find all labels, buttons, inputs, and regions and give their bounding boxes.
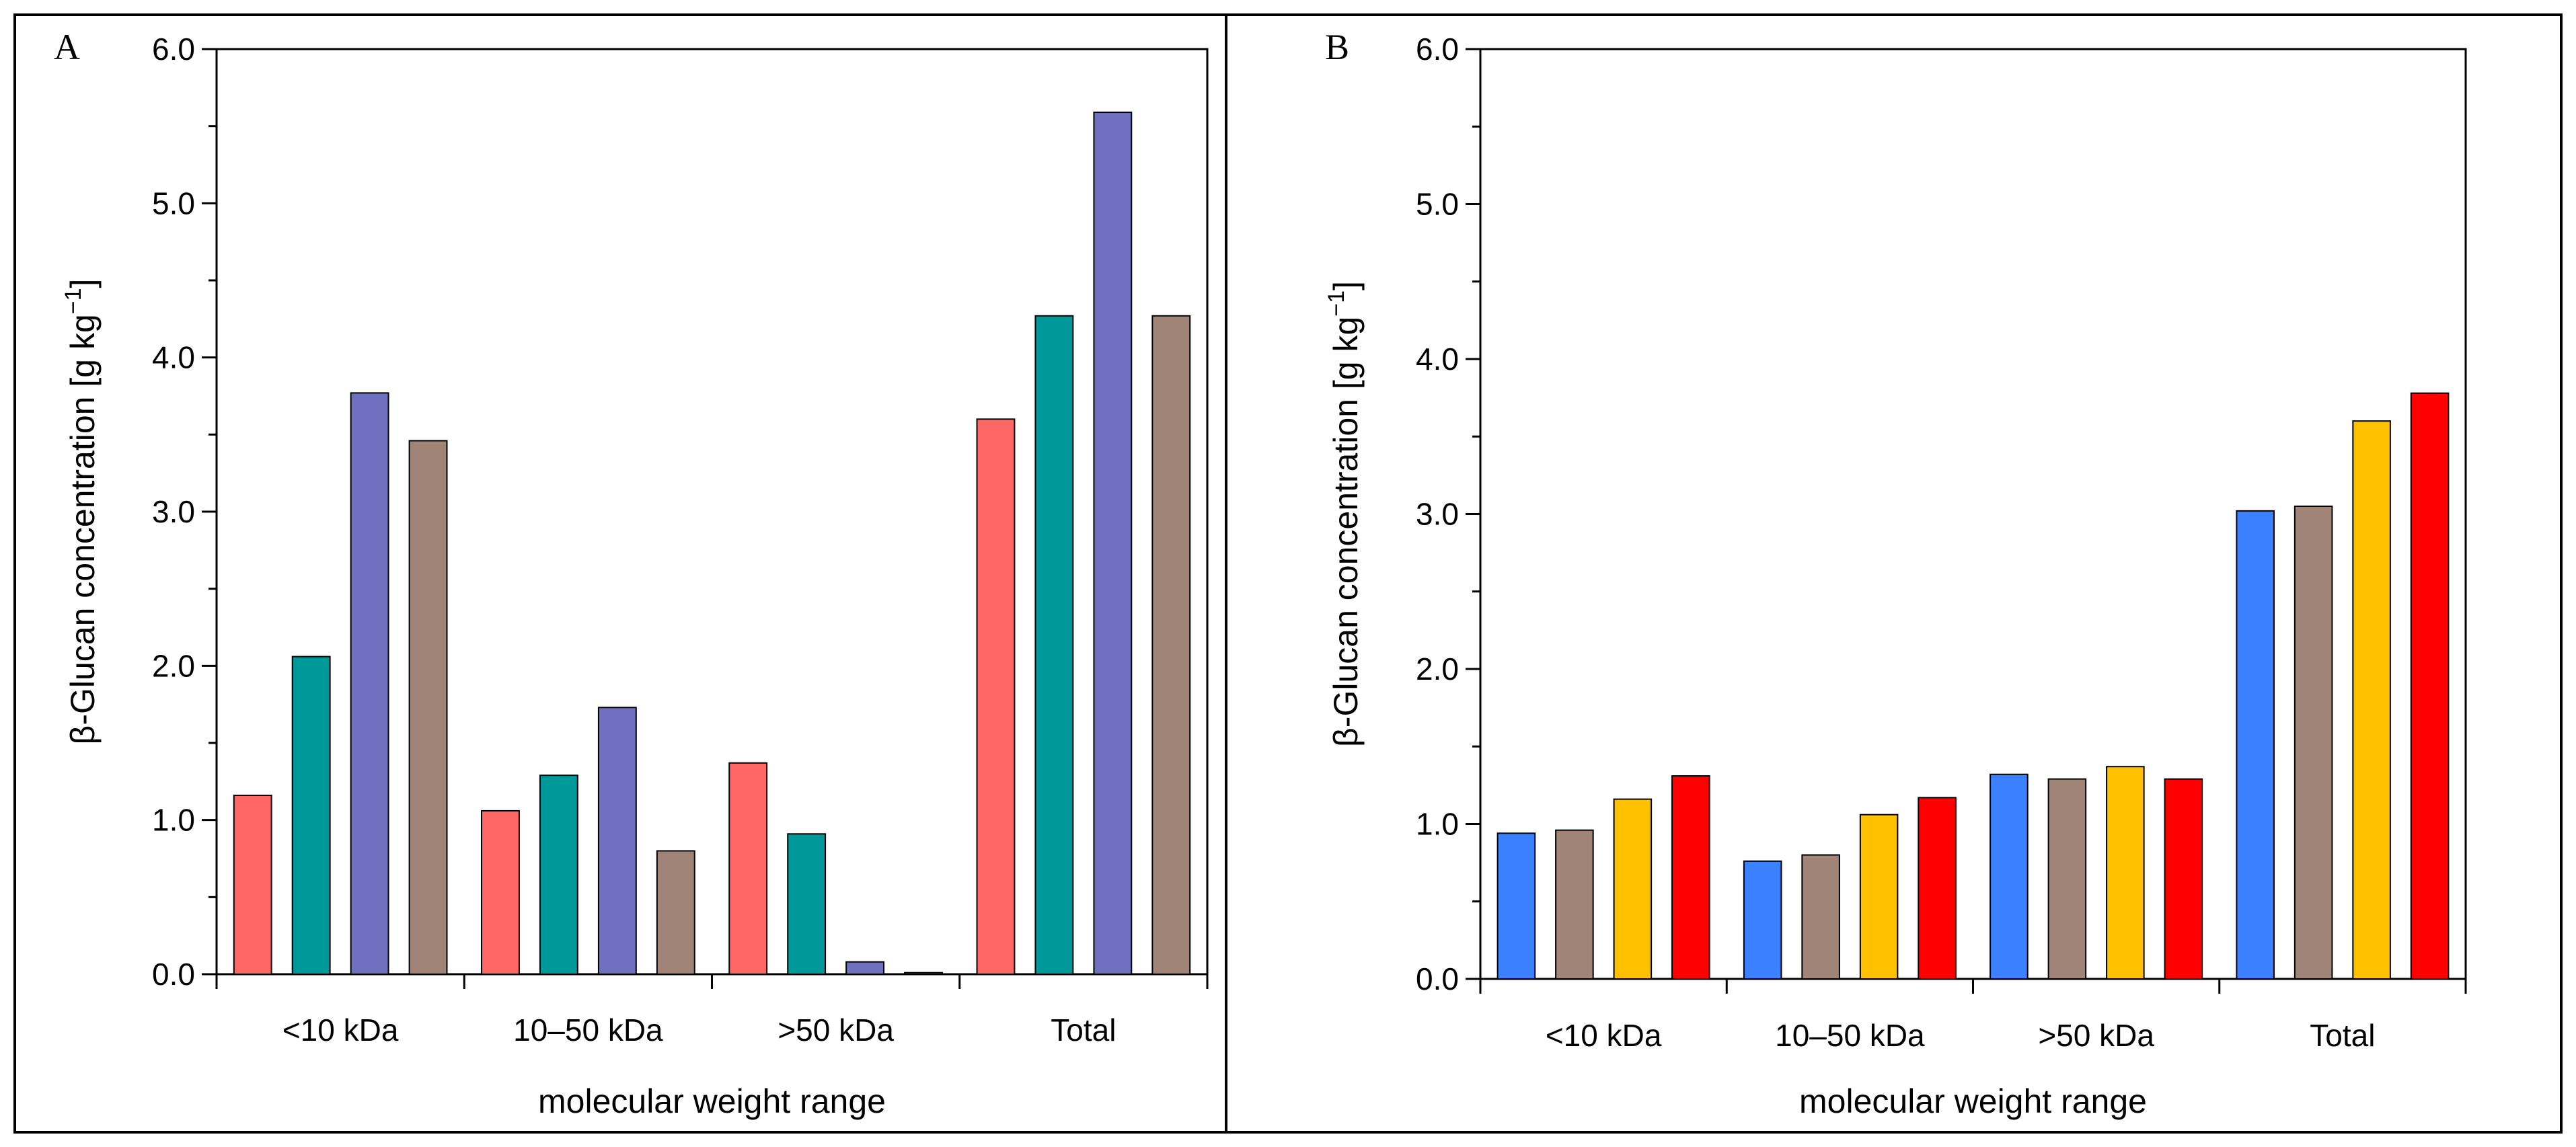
x-tick-label: >50 kDa [2038,1018,2154,1053]
panel-a: A 0.0 1.0 2.0 3.0 4.0 5.0 6.0 <10 kDa 10–50 kDa >5… [54,27,1209,1120]
bar [1555,829,1594,980]
bar [291,656,331,975]
y-axis-title: β-Glucan concentration [g kg−1] [1324,281,1365,747]
y-tick-label: 2.0 [1416,651,1459,686]
bar [2047,778,2087,980]
bar [2236,510,2275,980]
y-tick-label: 6.0 [152,32,195,67]
bar [1497,832,1536,980]
y-tick-label: 2.0 [152,648,195,683]
y-tick-label: 4.0 [152,340,195,375]
bar [787,833,827,975]
x-axis-title: molecular weight range [1799,1082,2147,1120]
x-tick-label: <10 kDa [282,1013,399,1047]
y-tick-label: 6.0 [1416,32,1459,67]
y-tick-label: 0.0 [1416,961,1459,996]
bar [2410,392,2450,980]
x-axis-title: molecular weight range [538,1082,886,1120]
y-tick-label: 5.0 [1416,187,1459,222]
bar [904,972,943,975]
bar [539,775,578,976]
x-tick-label: 10–50 kDa [1775,1018,1925,1053]
bar [845,961,885,975]
bar [2294,505,2333,980]
panel-letter: A [54,27,80,67]
bar [1671,775,1710,980]
bar [2352,420,2391,980]
x-tick-label: Total [2310,1018,2375,1053]
bar [481,809,520,975]
bar [976,418,1016,975]
y-tick-label: 4.0 [1416,342,1459,377]
y-axis-title: β-Glucan concentration [g kg−1] [61,279,102,745]
bar [597,707,637,975]
bar [1918,797,1957,980]
bar [728,762,768,976]
bar [1151,315,1191,976]
bar [1990,773,2029,980]
y-tick-label: 0.0 [152,957,195,992]
panel-letter: B [1325,27,1349,67]
bar [1801,854,1840,980]
bar [350,392,389,975]
x-tick-label: 10–50 kDa [513,1013,663,1047]
bar [1613,798,1653,980]
bar [1859,814,1899,980]
x-tick-label: >50 kDa [778,1013,894,1047]
bar [2164,778,2203,980]
y-tick-label: 1.0 [152,803,195,838]
bar [2106,766,2145,980]
bar [1034,315,1074,976]
bar [233,794,272,976]
x-tick-label: Total [1051,1013,1116,1047]
bar [1093,112,1133,976]
bar [408,440,448,975]
y-tick-label: 1.0 [1416,807,1459,842]
x-tick-label: <10 kDa [1546,1018,1662,1053]
y-tick-label: 5.0 [152,186,195,221]
bar [1743,860,1782,980]
y-tick-label: 3.0 [1416,497,1459,532]
panel-b: B 0.0 1.0 2.0 3.0 4.0 5.0 6.0 <10 kDa 10–50 kDa >5… [1324,27,2467,1120]
y-tick-label: 3.0 [152,494,195,529]
bar [656,850,695,975]
